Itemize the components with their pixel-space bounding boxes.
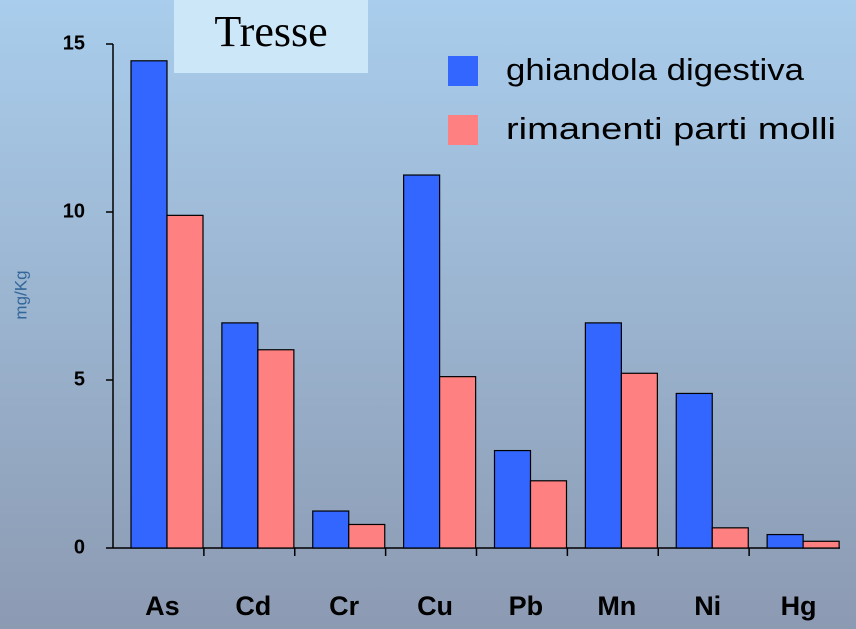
bar [802, 540, 840, 549]
bar [711, 527, 749, 549]
bar [439, 376, 477, 549]
bar [766, 533, 804, 549]
bar [166, 214, 204, 549]
x-tick-label: Ni [694, 591, 721, 621]
legend-label: rimanenti parti molli [506, 111, 836, 146]
x-tick-label: Cd [235, 591, 271, 621]
bar [529, 480, 568, 549]
x-tick-label: Hg [781, 591, 817, 621]
legend-label: ghiandola digestiva [506, 52, 805, 87]
bar [221, 322, 259, 549]
bar [312, 510, 350, 549]
y-tick-label: 0 [74, 536, 85, 558]
y-tick-label: 5 [74, 368, 85, 390]
y-axis-label: mg/Kg [11, 270, 30, 319]
bar [257, 349, 295, 549]
x-tick-label: As [145, 591, 180, 621]
legend-swatch [448, 56, 478, 86]
title-box [174, 0, 368, 73]
x-tick-label: Cu [417, 591, 453, 621]
legend-swatch [448, 115, 478, 145]
bar [493, 449, 532, 549]
bar [130, 60, 168, 549]
x-tick-label: Cr [329, 591, 359, 621]
y-tick-label: 10 [63, 200, 85, 222]
bar [620, 372, 658, 549]
bar [403, 174, 441, 549]
bar [584, 322, 622, 549]
x-tick-label: Mn [597, 591, 636, 621]
chart-title: Tresse [214, 7, 327, 56]
y-tick-label: 15 [63, 32, 85, 54]
bar [348, 523, 386, 549]
x-tick-label: Pb [509, 591, 544, 621]
bar [675, 392, 713, 549]
